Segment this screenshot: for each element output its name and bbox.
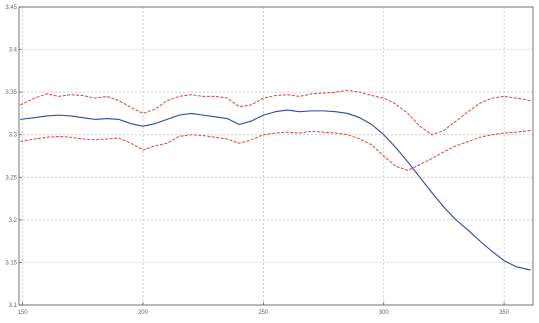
series-layer bbox=[19, 89, 531, 271]
x-axis: 150 200 250 300 350 bbox=[18, 302, 510, 316]
plot-frame bbox=[18, 6, 534, 306]
y-tick-label: 3.4 bbox=[9, 48, 18, 54]
axes-frame bbox=[18, 6, 534, 306]
series-line-lower-band bbox=[20, 129, 531, 171]
x-tick-label: 250 bbox=[258, 310, 269, 316]
x-tick-label: 300 bbox=[379, 310, 390, 316]
grid bbox=[19, 6, 533, 306]
y-tick-label: 3.35 bbox=[5, 90, 17, 96]
x-tick-label: 200 bbox=[138, 310, 149, 316]
series-line-mean bbox=[20, 109, 531, 271]
y-tick-label: 3.2 bbox=[9, 218, 18, 224]
series-line-upper-band bbox=[19, 89, 531, 136]
y-tick-label: 3.45 bbox=[5, 5, 17, 11]
y-tick-label: 3.25 bbox=[5, 175, 17, 181]
y-tick-label: 3.15 bbox=[5, 260, 17, 266]
x-tick-label: 150 bbox=[18, 310, 29, 316]
y-tick-label: 3.3 bbox=[9, 133, 18, 139]
x-tick-label: 350 bbox=[499, 310, 510, 316]
y-axis: 3.1 3.15 3.2 3.25 3.3 3.35 3.4 3.45 bbox=[5, 5, 22, 309]
y-tick-label: 3.1 bbox=[9, 303, 18, 309]
